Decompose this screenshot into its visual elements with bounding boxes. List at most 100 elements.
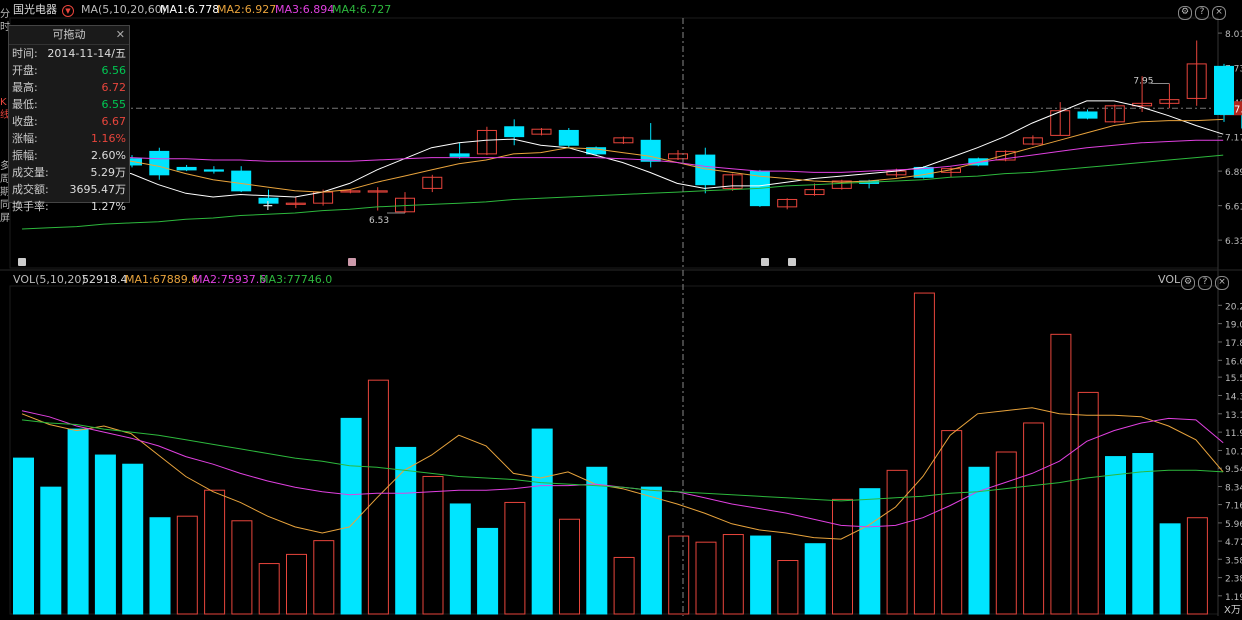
- candle-body: [1215, 66, 1234, 114]
- volume-tick-label: 5.96: [1225, 520, 1242, 530]
- volume-bar-down: [860, 489, 880, 614]
- info-row-value: 6.55: [102, 96, 127, 113]
- candle-up: [396, 192, 415, 213]
- price-tick-label: 8.01: [1225, 30, 1242, 40]
- info-row: 成交量:5.29万: [9, 164, 129, 181]
- info-panel-header[interactable]: 可拖动 ✕: [9, 26, 129, 45]
- info-row-value: 1.27%: [91, 198, 126, 215]
- volume-bar-up: [205, 490, 225, 614]
- volume-tick-label: 14.3: [1225, 392, 1242, 402]
- volume-bar-down: [41, 487, 61, 614]
- info-row-value: 6.72: [102, 79, 127, 96]
- help-icon[interactable]: ?: [1195, 6, 1209, 20]
- volume-tick-label: 7.16: [1225, 502, 1242, 512]
- candle-up: [532, 128, 551, 135]
- volume-bar-down: [150, 518, 170, 614]
- close-icon[interactable]: ✕: [116, 26, 125, 44]
- help-icon[interactable]: ?: [1198, 276, 1212, 290]
- candle-up: [1023, 135, 1042, 145]
- volume-bar-down: [641, 487, 661, 614]
- volume-bar-up: [1187, 518, 1207, 614]
- ma2-value: MA2:6.927: [217, 3, 276, 17]
- volume-bar-up: [368, 380, 388, 614]
- annotation-label: 7.95: [1133, 77, 1153, 87]
- candle-down: [505, 119, 524, 145]
- volume-tick-label: 15.5: [1225, 374, 1242, 384]
- volume-bar-down: [751, 536, 771, 614]
- candle-up: [614, 137, 633, 144]
- candle-up: [669, 150, 688, 160]
- candle-down: [450, 143, 469, 159]
- settings-icon[interactable]: ⚙: [1178, 6, 1192, 20]
- volume-tick-label: 3.58: [1225, 556, 1242, 566]
- candle-down: [150, 148, 169, 180]
- volume-tick-label: 8.34: [1225, 484, 1242, 494]
- ma3-value: MA3:6.894: [275, 3, 334, 17]
- volume-bar-up: [887, 470, 907, 614]
- info-panel-title: 可拖动: [53, 28, 86, 41]
- volume-tick-label: 19.0: [1225, 321, 1242, 331]
- candle-down: [232, 166, 251, 192]
- ma-params[interactable]: MA(5,10,20,60): [81, 3, 166, 17]
- volume-bar-up: [560, 519, 580, 614]
- stock-dropdown-icon[interactable]: ▼: [62, 3, 74, 17]
- volume-bar-down: [1160, 524, 1180, 614]
- stock-name[interactable]: 国光电器: [13, 3, 57, 17]
- volume-bar-up: [996, 452, 1016, 614]
- info-row: 涨幅:1.16%: [9, 130, 129, 147]
- vol-ma2: MA2:75937.6: [193, 273, 266, 287]
- volume-bar-down: [396, 447, 416, 614]
- info-row-key: 收盘:: [12, 113, 38, 130]
- volume-ma2-line: [22, 411, 1223, 527]
- close-icon[interactable]: ×: [1212, 6, 1226, 20]
- kline-toolbar: ⚙?×: [1175, 4, 1226, 20]
- volume-bar-down: [14, 458, 34, 614]
- candle-body: [505, 127, 524, 137]
- info-row: 收盘:6.67: [9, 113, 129, 130]
- volume-bar-down: [123, 464, 143, 614]
- candle-body: [204, 170, 223, 171]
- vol-value: 52918.4: [82, 273, 128, 287]
- info-row-value: 6.56: [102, 62, 127, 79]
- volume-bar-down: [68, 429, 88, 614]
- info-row-key: 成交额:: [12, 181, 49, 198]
- vol-ma1: MA1:67889.6: [125, 273, 198, 287]
- volume-tick-label: 17.8: [1225, 339, 1242, 349]
- info-row-key: 换手率:: [12, 198, 49, 215]
- candle-down: [204, 166, 223, 173]
- settings-icon[interactable]: ⚙: [1181, 276, 1195, 290]
- volume-bar-down: [341, 418, 361, 614]
- candle-up: [1187, 40, 1206, 105]
- ma1-value: MA1:6.778: [160, 3, 219, 17]
- info-row: 时间:2014-11-14/五: [9, 45, 129, 62]
- event-marker-icon: [761, 258, 769, 266]
- info-row: 换手率: 1.27%: [9, 198, 129, 215]
- close-icon[interactable]: ×: [1215, 276, 1229, 290]
- volume-bar-down: [805, 544, 825, 614]
- price-tick-label: 6.33: [1225, 237, 1242, 247]
- info-row: 最高:6.72: [9, 79, 129, 96]
- vol-title[interactable]: VOL(5,10,20): [13, 273, 86, 287]
- volume-bar-up: [696, 542, 716, 614]
- event-marker-icon: [348, 258, 356, 266]
- volume-tick-label: 20.2: [1225, 302, 1242, 312]
- price-ma1-line: [22, 101, 1223, 197]
- volume-bar-down: [95, 455, 115, 614]
- volume-ma1-line: [22, 408, 1223, 539]
- candle-down: [1078, 110, 1097, 120]
- volume-bar-down: [1133, 454, 1153, 614]
- info-row-key: 涨幅:: [12, 130, 38, 147]
- info-row: 最低:6.55: [9, 96, 129, 113]
- vol-ma3: MA3:77746.0: [259, 273, 332, 287]
- volume-bar-up: [423, 476, 443, 614]
- volume-bar-up: [177, 516, 197, 614]
- info-row-value: 5.29万: [91, 164, 127, 181]
- volume-bar-up: [1051, 334, 1071, 614]
- price-ma2-line: [22, 119, 1223, 192]
- info-row: 开盘:6.56: [9, 62, 129, 79]
- volume-bar-up: [669, 536, 689, 614]
- vol-right-title: VOL: [1158, 273, 1180, 287]
